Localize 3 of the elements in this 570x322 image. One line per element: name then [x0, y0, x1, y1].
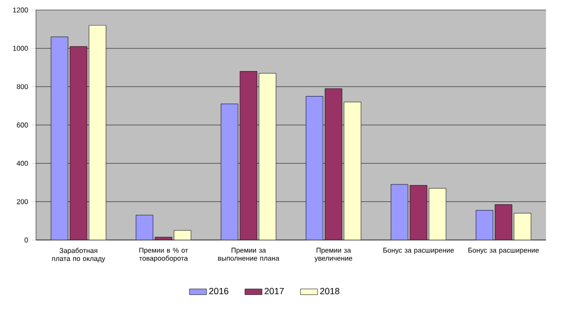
- legend-label: 2018: [320, 288, 340, 294]
- legend-label: 2016: [209, 288, 228, 294]
- legend-label: 2017: [264, 288, 284, 294]
